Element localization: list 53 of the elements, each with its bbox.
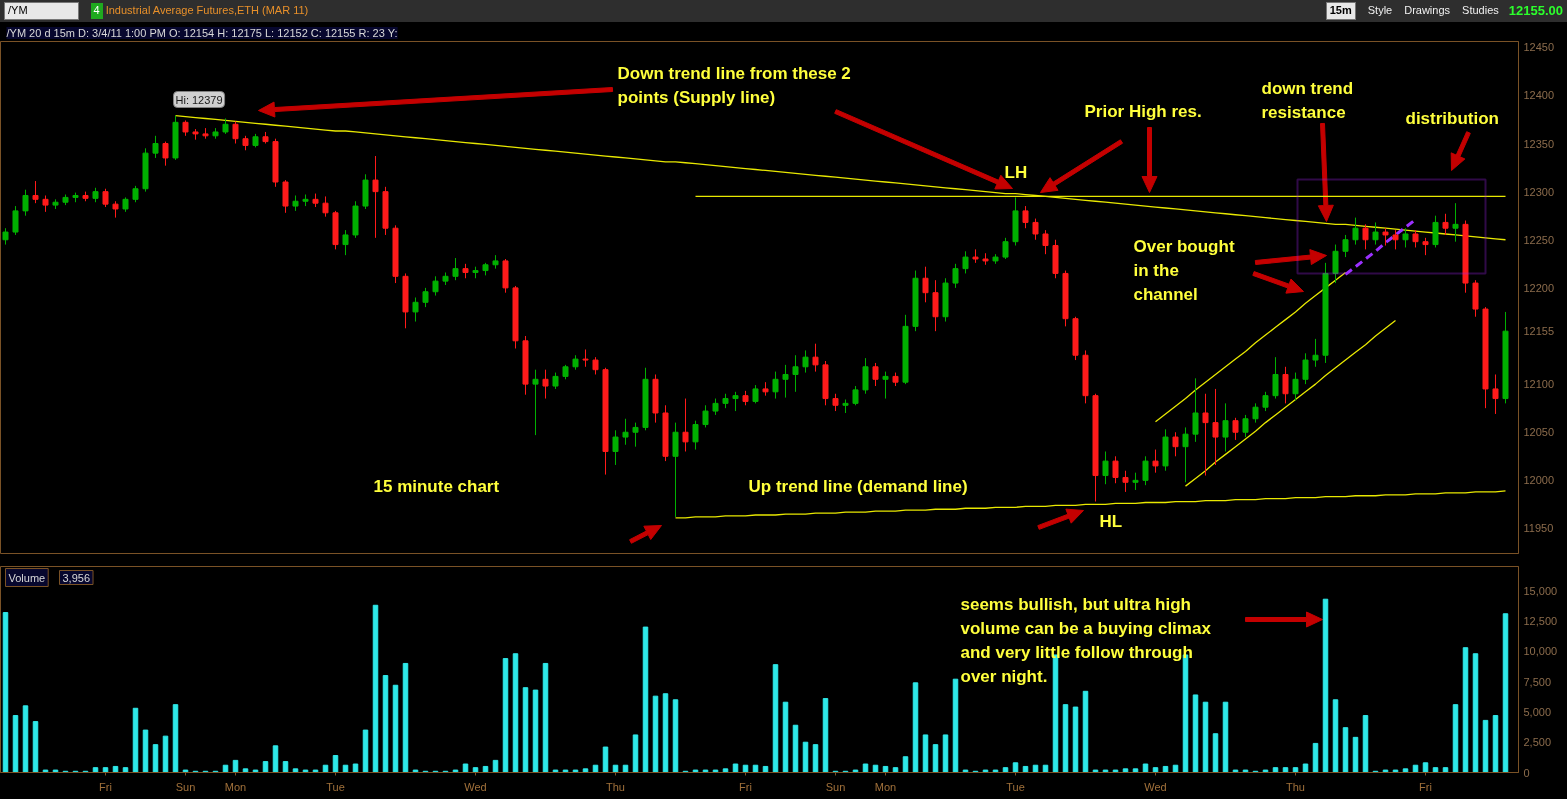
x-tick-label: Sun: [175, 780, 196, 793]
y-tick-label: 12400: [1523, 89, 1555, 102]
x-tick-label: Mon: [874, 780, 897, 793]
y-tick-label: 10,000: [1523, 645, 1558, 658]
y-tick-label: 12050: [1523, 426, 1555, 439]
x-tick-label: Thu: [606, 780, 625, 793]
x-tick-label: Wed: [1144, 780, 1167, 793]
annotation: Hi: 12379: [175, 93, 223, 106]
text: Style: [1367, 3, 1393, 19]
text: 4: [90, 3, 103, 19]
text: /YM: [4, 2, 79, 20]
x-tick-label: Fri: [99, 780, 112, 793]
x-tick-label: Tue: [1006, 780, 1025, 793]
x-tick-label: Mon: [224, 780, 247, 793]
text: Studies: [1462, 3, 1499, 19]
y-tick-label: 15,000: [1523, 584, 1558, 597]
x-tick-label: Fri: [739, 780, 752, 793]
chart-title: Volume: [8, 571, 46, 584]
y-tick-label: 12200: [1523, 281, 1555, 294]
text: 12155.00: [1508, 1, 1563, 20]
y-tick-label: 2,500: [1523, 736, 1552, 749]
y-tick-label: 12450: [1523, 41, 1555, 54]
annotation: down trend resistance: [1261, 79, 1354, 122]
text: 15m: [1325, 2, 1356, 20]
annotation: 3,956: [62, 571, 91, 584]
y-tick-label: 12000: [1523, 474, 1555, 487]
y-tick-label: 7,500: [1523, 675, 1552, 688]
chart-title: /YM 20 d 15m D: 3/4/11 1:00 PM O: 12154 H: 12175 L: 12152 C: 12155 R: 23 Y:: [6, 27, 398, 39]
y-tick-label: 5,000: [1523, 705, 1552, 718]
annotation: Over bought in the channel: [1133, 237, 1235, 304]
y-tick-label: 12100: [1523, 378, 1555, 391]
y-tick-label: 12350: [1523, 137, 1555, 150]
y-tick-label: 12250: [1523, 233, 1555, 246]
annotation: 15 minute chart: [373, 477, 500, 496]
annotation: Down trend line from these 2 points (Supply line): [617, 64, 851, 107]
annotation: Prior High res.: [1084, 102, 1202, 121]
text: Industrial Average Futures,ETH (MAR 11): [105, 3, 309, 19]
annotation: distribution: [1405, 109, 1499, 128]
y-tick-label: 0: [1523, 766, 1530, 779]
x-tick-label: Wed: [464, 780, 487, 793]
y-tick-label: 11950: [1523, 522, 1554, 535]
x-tick-label: Thu: [1286, 780, 1305, 793]
y-tick-label: 12,500: [1523, 615, 1558, 628]
annotation: HL: [1099, 512, 1123, 531]
x-tick-label: Tue: [326, 780, 345, 793]
annotation: Up trend line (demand line): [748, 477, 968, 496]
annotation: LH: [1004, 163, 1028, 182]
y-tick-label: 12155: [1523, 325, 1555, 338]
x-tick-label: Fri: [1419, 780, 1432, 793]
annotation: seems bullish, but ultra high volume can be a buying climax and very little follow through over night.: [960, 595, 1212, 686]
y-tick-label: 12300: [1523, 185, 1555, 198]
x-tick-label: Sun: [825, 780, 846, 793]
text: Drawings: [1404, 3, 1451, 19]
